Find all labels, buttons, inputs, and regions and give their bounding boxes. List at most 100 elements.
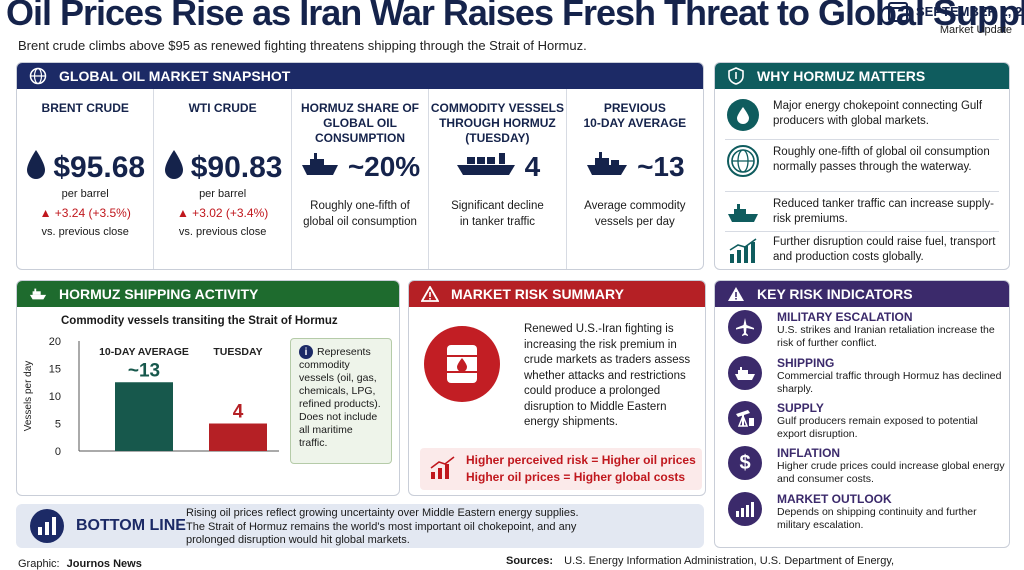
- oil-barrel-icon: [424, 326, 500, 402]
- average-column: PREVIOUS 10-DAY AVERAGE ~13 Average comm…: [567, 89, 703, 269]
- y-tick-label: 5: [55, 419, 61, 431]
- hormuz-item: Reduced tanker traffic can increase supp…: [727, 197, 999, 229]
- risk-indicator-title: SHIPPING: [777, 356, 835, 370]
- category-label: 10-DAY AVERAGE: [99, 346, 189, 358]
- hormuz-matters-header: WHY HORMUZ MATTERS: [715, 63, 1009, 89]
- hormuz-item-text: Further disruption could raise fuel, tra…: [773, 236, 996, 263]
- brent-column: BRENT CRUDE $95.68 per barrel ▲ +3.24 (+…: [17, 89, 155, 269]
- bar-chart-icon: [30, 509, 64, 543]
- bar-value-label: 4: [233, 402, 244, 423]
- bar-chart-icon: [727, 235, 759, 267]
- brent-vs: vs. previous close: [41, 226, 129, 238]
- bottom-line-text-1: Rising oil prices reflect growing uncert…: [186, 507, 579, 519]
- vessels-value: 4: [524, 150, 541, 182]
- info-icon: i: [299, 345, 313, 359]
- key-risk-title: KEY RISK INDICATORS: [757, 286, 913, 302]
- bottom-line-text: Rising oil prices reflect growing uncert…: [186, 507, 698, 548]
- market-risk-title: MARKET RISK SUMMARY: [451, 286, 624, 302]
- share-desc-line1: Roughly one-fifth of: [310, 200, 410, 212]
- bottom-line-text-2: The Strait of Hormuz remains the world's…: [186, 520, 577, 533]
- risk-indicator-title: MARKET OUTLOOK: [777, 492, 892, 506]
- wti-label: WTI CRUDE: [188, 101, 257, 115]
- wti-change: ▲ +3.02 (+3.4%): [176, 206, 269, 220]
- divider: [725, 191, 999, 192]
- ship-icon: [728, 356, 762, 390]
- key-risk-header: KEY RISK INDICATORS: [715, 281, 1009, 307]
- risk-indicator-title: INFLATION: [777, 446, 841, 460]
- warning-icon: [421, 285, 439, 303]
- graphic-credit: Graphic: Journos News: [18, 558, 142, 570]
- hormuz-item: Further disruption could raise fuel, tra…: [727, 235, 999, 267]
- bottom-line-label: BOTTOM LINE: [76, 517, 186, 534]
- risk-indicator-title: SUPPLY: [777, 401, 824, 415]
- share-desc: Roughly one-fifth of global oil consumpt…: [292, 198, 428, 230]
- risk-indicator: SUPPLY Gulf producers remain exposed to …: [728, 401, 1008, 441]
- risk-indicator-desc: Commercial traffic through Hormuz has de…: [777, 370, 1002, 395]
- chart-note-text: Represents commodity vessels (oil, gas, …: [299, 345, 381, 449]
- vessels-label-line3: (TUESDAY): [465, 131, 530, 145]
- y-axis-label: Vessels per day: [23, 361, 34, 432]
- trend-up-icon: [430, 456, 456, 485]
- market-risk-header: MARKET RISK SUMMARY: [409, 281, 705, 307]
- vessels-desc-line1: Significant decline: [451, 200, 544, 212]
- bar: [209, 423, 267, 451]
- hormuz-item: Major energy chokepoint connecting Gulf …: [727, 99, 999, 131]
- brent-change: ▲ +3.24 (+3.5%): [39, 206, 131, 220]
- risk-indicator-desc: Higher crude prices could increase globa…: [777, 460, 1005, 485]
- shield-icon: [727, 67, 745, 85]
- subheadline: Brent crude climbs above $95 as renewed …: [18, 38, 587, 53]
- hormuz-item-text: Reduced tanker traffic can increase supp…: [773, 198, 994, 225]
- brent-label: BRENT CRUDE: [41, 101, 129, 115]
- sources-credit: Sources: U.S. Energy Information Adminis…: [506, 555, 894, 567]
- bottom-line-box: BOTTOM LINE Rising oil prices reflect gr…: [16, 504, 704, 548]
- bar: [115, 382, 173, 451]
- hormuz-item-text: Roughly one-fifth of global oil consumpt…: [773, 146, 990, 173]
- wti-unit: per barrel: [199, 188, 247, 200]
- cargo-ship-icon: [455, 149, 517, 184]
- risk-equation-2: Higher oil prices = Higher global costs: [466, 470, 686, 484]
- oil-drop-icon: [727, 99, 759, 131]
- date-text: SEPTEMBER 2, 2026: [916, 4, 1024, 19]
- snapshot-panel: GLOBAL OIL MARKET SNAPSHOT BRENT CRUDE $…: [16, 62, 704, 270]
- brent-unit: per barrel: [61, 188, 109, 200]
- shipping-bar-chart: 0 5 10 15 20 Vessels per day ~13 10-DAY AVERAGE…: [23, 336, 279, 458]
- graphic-label: Graphic:: [18, 558, 60, 570]
- oil-drop-icon: [25, 149, 47, 186]
- date-subtitle: Market Update: [939, 24, 1012, 36]
- key-risk-panel: KEY RISK INDICATORS: [714, 280, 1010, 548]
- hormuz-matters-title: WHY HORMUZ MATTERS: [757, 68, 926, 84]
- hormuz-item-text: Major energy chokepoint connecting Gulf …: [773, 100, 983, 127]
- tanker-ship-icon: [300, 149, 340, 184]
- brent-price: $95.68: [53, 150, 146, 184]
- vessels-desc-line2: in tanker traffic: [459, 216, 536, 228]
- risk-indicator-desc: Gulf producers remain exposed to potenti…: [777, 415, 978, 440]
- warning-icon: [727, 285, 745, 303]
- y-tick-label: 15: [49, 364, 61, 376]
- average-label-line2: 10-DAY AVERAGE: [583, 116, 687, 130]
- vessels-desc: Significant decline in tanker traffic: [429, 198, 565, 230]
- sources-text: U.S. Energy Information Administration, …: [564, 555, 895, 567]
- average-desc-line1: Average commodity: [584, 200, 686, 212]
- headline: Oil Prices Rise as Iran War Raises Fresh…: [6, 0, 1024, 33]
- tanker-ship-icon: [585, 149, 629, 184]
- hormuz-item: Roughly one-fifth of global oil consumpt…: [727, 145, 999, 177]
- shipping-title: HORMUZ SHIPPING ACTIVITY: [59, 286, 259, 302]
- category-label: TUESDAY: [213, 346, 262, 358]
- share-desc-line2: global oil consumption: [303, 216, 417, 228]
- y-tick-label: 0: [55, 446, 61, 458]
- risk-equation-box: Higher perceived risk = Higher oil price…: [420, 448, 702, 490]
- share-value: ~20%: [347, 150, 421, 182]
- vessels-label-line2: THROUGH HORMUZ: [439, 116, 556, 130]
- risk-indicator-title: MILITARY ESCALATION: [777, 310, 913, 324]
- share-label-line1: HORMUZ SHARE OF: [301, 101, 420, 115]
- risk-indicator: MARKET OUTLOOK Depends on shipping conti…: [728, 492, 1008, 532]
- globe-icon: [727, 145, 759, 177]
- y-tick-label: 10: [49, 391, 61, 403]
- divider: [725, 139, 999, 140]
- average-desc-line2: vessels per day: [594, 216, 675, 228]
- snapshot-title: GLOBAL OIL MARKET SNAPSHOT: [59, 68, 291, 84]
- chart-title: Commodity vessels transiting the Strait …: [61, 315, 338, 327]
- calendar-icon: [888, 2, 908, 22]
- graphic-source: Journos News: [66, 558, 142, 570]
- hormuz-matters-panel: WHY HORMUZ MATTERS Major energy chokepoi…: [714, 62, 1010, 270]
